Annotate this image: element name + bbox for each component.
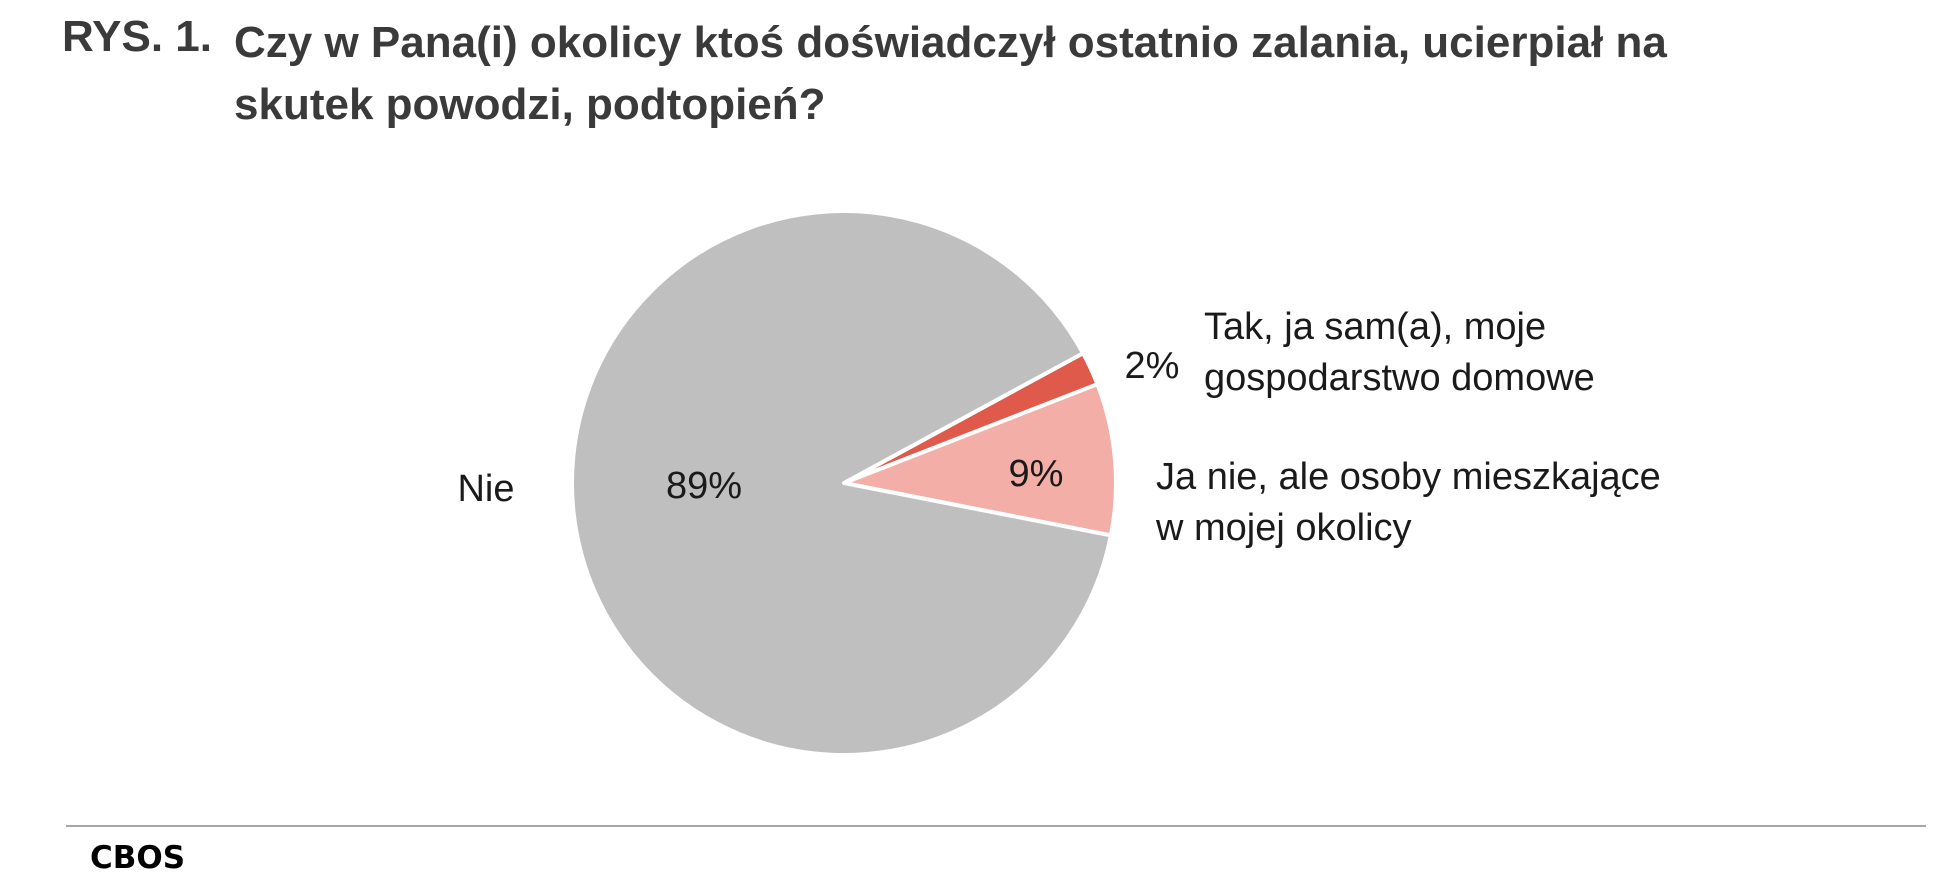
slice-category-label: Nie xyxy=(457,468,514,510)
slice-category-label: Ja nie, ale osoby mieszkające xyxy=(1156,456,1661,498)
pie-labels: 2% Tak, ja sam(a), moje gospodarstwo domow… xyxy=(457,306,1660,549)
slice-category-label: gospodarstwo domowe xyxy=(1204,357,1595,399)
pie-slices xyxy=(570,209,1118,757)
pie-chart: 2% Tak, ja sam(a), moje gospodarstwo domow… xyxy=(457,209,1661,757)
footer-divider xyxy=(66,825,1926,827)
source-label: CBOS xyxy=(90,840,186,876)
slice-category-label: w mojej okolicy xyxy=(1155,507,1412,549)
slice-value-label: 2% xyxy=(1125,345,1180,387)
slice-value-label: 89% xyxy=(666,465,742,507)
chart-title: Czy w Pana(i) okolicy ktoś doświadczył o… xyxy=(234,18,1667,129)
slice-value-label: 9% xyxy=(1009,453,1064,495)
pie-slice-3 xyxy=(570,209,1113,757)
chart-title-prefix: RYS. 1. xyxy=(62,12,212,61)
slice-category-label: Tak, ja sam(a), moje xyxy=(1204,306,1546,348)
pie-slice-2 xyxy=(842,382,1118,538)
